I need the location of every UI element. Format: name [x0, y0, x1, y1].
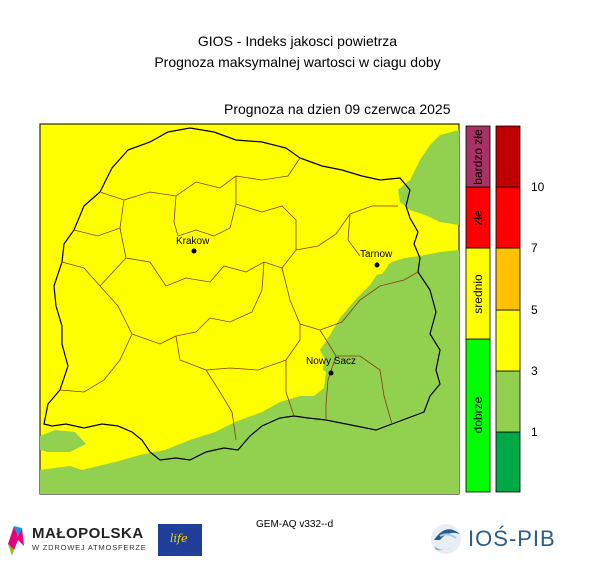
city-marker-krakow: [191, 248, 197, 254]
green-area-north-east: [398, 130, 459, 225]
yellow-patch-nowy-sacz: [292, 366, 326, 396]
scale-tick-1: 1: [531, 425, 538, 439]
city-label-tarnow: Tarnow: [360, 249, 393, 260]
green-patch-west: [40, 430, 86, 452]
forecast-map: Krakow Tarnow Nowy Sacz: [39, 123, 460, 495]
malopolska-logo: MAŁOPOLSKA W ZDROWEJ ATMOSFERZE: [6, 522, 156, 558]
city-label-nowy-sacz: Nowy Sacz: [306, 356, 356, 367]
scale-tick-5: 5: [531, 303, 538, 317]
scale-tick-10: 10: [531, 180, 545, 194]
ios-pib-name: IOŚ-PIB: [468, 526, 556, 551]
city-label-krakow: Krakow: [176, 236, 210, 247]
color-scale: [495, 125, 521, 493]
map-subtitle: Prognoza maksymalnej wartosci w ciagu do…: [154, 54, 441, 70]
ios-pib-emblem: [431, 524, 461, 554]
eu-life-text: life: [170, 532, 188, 545]
green-area-south: [40, 250, 459, 494]
eu-life-logo: life: [158, 524, 202, 556]
malopolska-tagline: W ZDROWEJ ATMOSFERZE: [32, 543, 147, 552]
model-version-label: GEM-AQ v332--d: [256, 519, 334, 530]
malopolska-name: MAŁOPOLSKA: [32, 525, 144, 542]
category-legend: [465, 125, 491, 493]
map-title: GIOS - Indeks jakosci powietrza: [197, 33, 398, 49]
scale-tick-3: 3: [531, 364, 538, 378]
scale-tick-7: 7: [531, 241, 538, 255]
malopolska-logo-mark: [8, 526, 24, 556]
category-label-bardzo-zle: bardzo złe: [471, 129, 485, 185]
city-marker-nowy-sacz: [328, 370, 334, 376]
voivodeship-border: [43, 127, 441, 461]
city-marker-tarnow: [374, 262, 380, 268]
forecast-date-label: Prognoza na dzien 09 czerwca 2025: [224, 101, 451, 117]
category-label-srednio: srednio: [471, 274, 485, 314]
ios-pib-logo: IOŚ-PIB: [426, 519, 556, 559]
category-label-zle: złe: [471, 210, 485, 226]
county-borders: [59, 157, 419, 441]
category-label-dobrze: dobrze: [471, 396, 485, 434]
